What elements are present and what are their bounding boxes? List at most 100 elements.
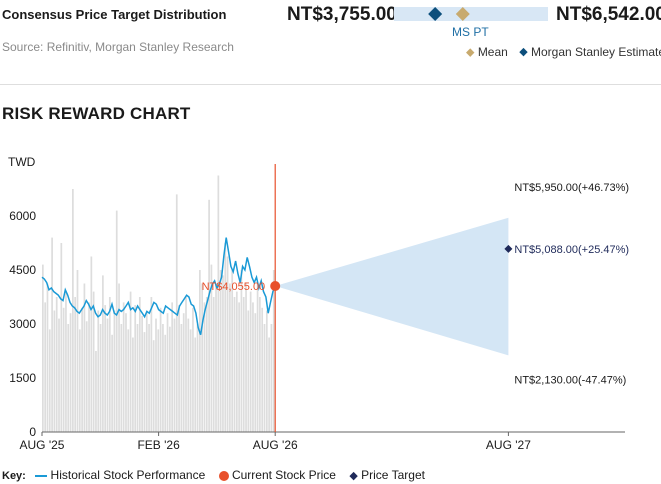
current-price-dot [270, 281, 281, 292]
volume-bar [99, 324, 102, 432]
volume-bar [60, 243, 63, 432]
volume-bar [92, 291, 95, 432]
mean-legend-label: Mean [477, 44, 508, 59]
volume-bar [166, 313, 169, 432]
volume-bar [164, 334, 167, 432]
volume-bar [125, 313, 127, 432]
volume-bar [81, 307, 83, 432]
volume-bar [145, 310, 148, 432]
key-label: Key: [2, 470, 26, 482]
y-tick-label: 1500 [9, 371, 36, 385]
volume-bar [72, 189, 74, 432]
volume-bar [175, 194, 178, 432]
chart-axes: TWD 0 1500 3000 4500 6000 AUG '25 FEB '26 AUG '… [8, 155, 625, 452]
y-axis-label: TWD [8, 155, 36, 169]
volume-bar [252, 302, 254, 432]
ms-legend-label: Morgan Stanley Estimates [531, 44, 661, 59]
risk-reward-chart: TWD 0 1500 3000 4500 6000 AUG '25 FEB '26 AUG '… [8, 155, 629, 452]
volume-bar [162, 324, 164, 432]
volume-bar [157, 329, 160, 432]
x-tick-label: AUG '27 [486, 438, 531, 452]
key-current-label: Current Stock Price [231, 468, 336, 482]
volume-bar [245, 283, 247, 432]
volume-bar [256, 283, 259, 432]
y-tick-label: 4500 [9, 263, 36, 277]
volume-bar [226, 256, 229, 432]
volume-bar [120, 324, 123, 432]
y-tick-label: 3000 [9, 317, 36, 331]
x-tick-label: AUG '26 [253, 438, 298, 452]
x-tick-label: AUG '25 [20, 438, 65, 452]
volume-bar [171, 302, 174, 432]
volume-bar [62, 307, 65, 432]
volume-bar [129, 291, 132, 432]
volume-bar [178, 305, 180, 432]
volume-bar [108, 297, 111, 432]
consensus-range-bar [394, 7, 548, 21]
volume-bar [217, 175, 220, 432]
volume-bar [143, 332, 146, 432]
volume-bar [224, 243, 227, 432]
volume-bar [259, 297, 261, 432]
price-target-diamond-icon: ◆ [349, 470, 358, 482]
volume-bar [113, 310, 116, 432]
mean-diamond-icon [455, 7, 470, 21]
price-target-bull-label: NT$5,950.00(+46.73%) [514, 182, 629, 194]
ms-pt-label: MS PT [452, 25, 489, 39]
volume-bar [69, 313, 72, 432]
volume-bar [127, 329, 130, 432]
volume-bar [155, 318, 157, 432]
volume-bar [182, 313, 185, 432]
volume-bar [201, 283, 204, 432]
volume-bar [272, 270, 275, 432]
volume-bar [78, 329, 81, 432]
volume-bar [242, 297, 245, 432]
volume-bar [212, 297, 215, 432]
volume-bar [51, 237, 53, 432]
volume-bar [187, 318, 190, 432]
volume-bar [148, 324, 150, 432]
volume-bar [249, 291, 252, 432]
volume-bar [219, 270, 222, 432]
volume-bar [265, 310, 268, 432]
volume-bar [58, 318, 60, 432]
volume-bar [168, 326, 171, 432]
key-historical-label: Historical Stock Performance [50, 468, 206, 482]
volume-bar [48, 329, 51, 432]
volume-bar [83, 283, 86, 432]
volume-bar [268, 337, 270, 432]
volume-bar [189, 329, 192, 432]
volume-bar [222, 275, 224, 432]
volume-bar [97, 310, 100, 432]
volume-bar [231, 270, 234, 432]
volume-bar [104, 305, 107, 432]
volume-bar [240, 270, 243, 432]
volume-bar [205, 297, 208, 432]
volume-bars [42, 175, 275, 432]
volume-bar [111, 334, 113, 432]
volume-bar [173, 318, 176, 432]
price-target-cone [275, 217, 509, 356]
current-price-label: NT$4,055.00 [202, 281, 266, 293]
volume-bar [106, 318, 109, 432]
ms-legend-icon: ◆ [519, 46, 528, 59]
volume-bar [208, 199, 210, 432]
volume-bar [67, 324, 70, 432]
volume-bar [42, 264, 44, 432]
volume-bar [136, 324, 139, 432]
volume-bar [76, 270, 79, 432]
volume-bar [88, 302, 90, 432]
section-title: RISK REWARD CHART [2, 104, 191, 123]
volume-bar [74, 297, 77, 432]
volume-bar [229, 283, 231, 432]
chart-key: Key: Historical Stock Performance Curren… [2, 468, 435, 482]
volume-bar [203, 302, 206, 432]
volume-bar [152, 340, 155, 432]
section-divider [0, 84, 661, 85]
price-target-diamond [504, 244, 513, 253]
volume-bar [199, 270, 201, 432]
volume-bar [247, 310, 250, 432]
volume-bar [44, 302, 47, 432]
volume-bar [122, 302, 125, 432]
volume-bar [118, 283, 120, 432]
